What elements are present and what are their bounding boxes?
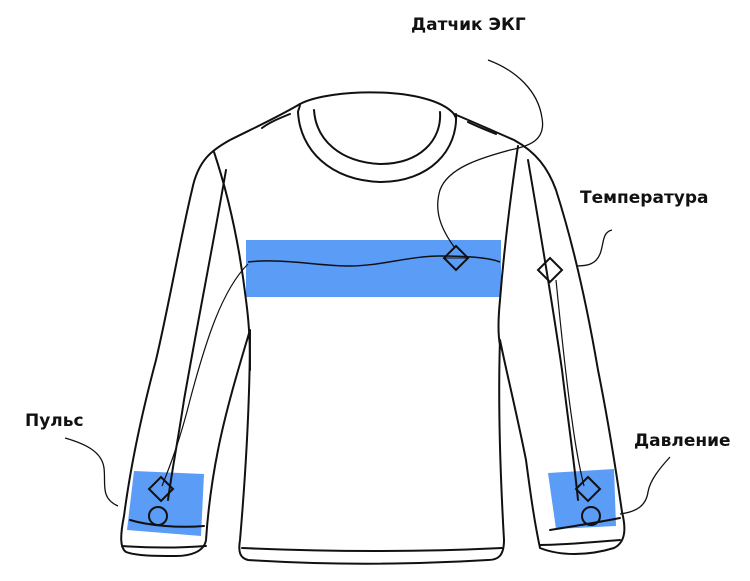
pulse-sensor-icon [147,475,175,526]
ecg-sensor-icon [442,244,470,272]
pressure-label: Давление [634,431,731,451]
shirt-outline [120,91,626,565]
pulse-leader-line [64,437,119,507]
ecg-leader-line [437,59,544,249]
right-sleeve-wire [555,279,585,487]
left-sleeve-wire [161,263,249,487]
temperature-sensor-icon [536,256,564,284]
pulse-label: Пульс [25,411,84,431]
chest-sensor-band [246,240,501,297]
ecg-sensor-label: Датчик ЭКГ [411,15,526,35]
pressure-sensor-icon [574,475,602,526]
temperature-leader-line [575,229,613,267]
left-cuff-sensor-band [127,471,204,536]
pressure-leader-line [619,456,671,515]
temperature-label: Температура [580,188,709,208]
chest-wire [247,255,501,267]
